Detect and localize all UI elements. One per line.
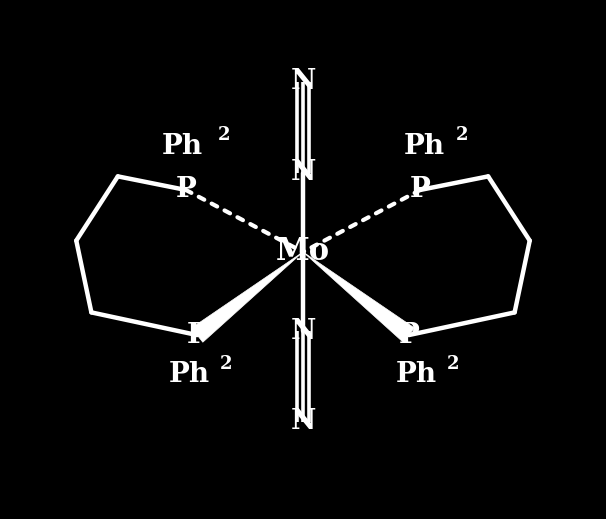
Text: N: N	[290, 69, 316, 95]
Text: P: P	[187, 322, 208, 349]
Text: Ph: Ph	[396, 361, 437, 388]
Text: P: P	[398, 322, 419, 349]
Polygon shape	[303, 252, 415, 342]
Text: 2: 2	[456, 126, 468, 144]
Text: Mo: Mo	[276, 237, 330, 267]
Text: Ph: Ph	[169, 361, 210, 388]
Text: N: N	[290, 318, 316, 345]
Text: Ph: Ph	[404, 133, 444, 160]
Text: 2: 2	[447, 355, 459, 373]
Text: N: N	[290, 408, 316, 435]
Text: N: N	[290, 159, 316, 186]
Text: 2: 2	[218, 126, 230, 144]
Polygon shape	[191, 252, 303, 342]
Text: P: P	[410, 176, 431, 203]
Text: P: P	[175, 176, 196, 203]
Text: 2: 2	[219, 355, 232, 373]
Text: Ph: Ph	[162, 133, 202, 160]
